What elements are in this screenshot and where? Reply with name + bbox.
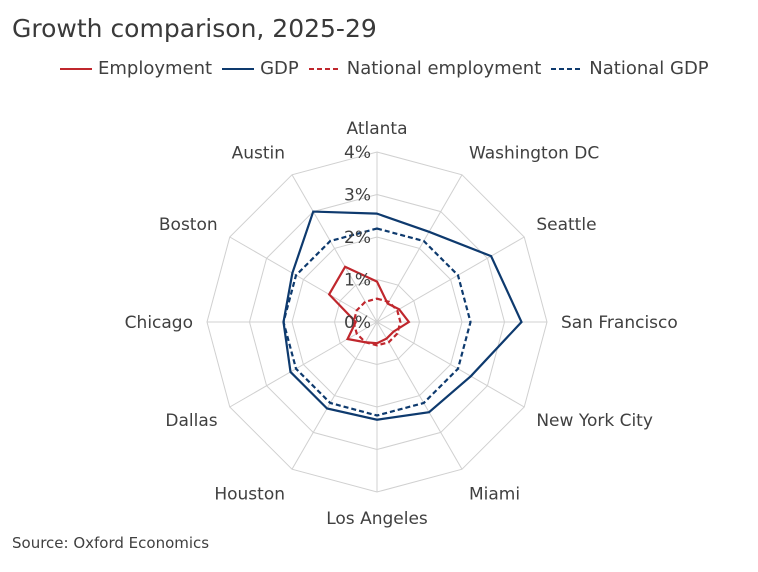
legend-item-employment: Employment: [60, 58, 212, 79]
legend-swatch-national-gdp: [551, 67, 584, 70]
legend: Employment GDP National employment Natio…: [60, 58, 719, 79]
category-label-houston: Houston: [214, 484, 285, 504]
series-line-gdp: [282, 210, 523, 421]
legend-item-national-employment: National employment: [308, 58, 542, 79]
category-label-miami: Miami: [469, 484, 520, 504]
chart-title: Growth comparison, 2025-29: [12, 14, 377, 43]
spoke-10: [229, 236, 378, 323]
category-label-seattle: Seattle: [536, 215, 596, 235]
category-label-atlanta: Atlanta: [347, 119, 408, 139]
category-label-new-york-city: New York City: [536, 411, 653, 431]
series-line-national-gdp: [282, 227, 472, 417]
tick-label-0: 0%: [344, 313, 371, 333]
spoke-11: [291, 174, 378, 323]
category-label-austin: Austin: [232, 144, 285, 164]
spoke-7: [291, 321, 378, 470]
tick-label-2: 2%: [344, 228, 371, 248]
spoke-4: [376, 321, 525, 408]
legend-swatch-national-employment: [308, 67, 341, 70]
source-note: Source: Oxford Economics: [12, 534, 210, 552]
spoke-2: [376, 236, 525, 323]
category-label-boston: Boston: [159, 215, 218, 235]
category-label-los-angeles: Los Angeles: [326, 509, 428, 529]
tick-label-4: 4%: [344, 143, 371, 163]
spoke-1: [376, 174, 463, 323]
legend-label-employment: Employment: [98, 58, 213, 79]
legend-item-gdp: GDP: [222, 58, 299, 79]
tick-label-1: 1%: [344, 271, 371, 291]
spoke-8: [229, 321, 378, 408]
legend-label-gdp: GDP: [260, 58, 299, 79]
legend-swatch-gdp: [222, 67, 255, 70]
category-label-chicago: Chicago: [125, 313, 193, 333]
tick-label-3: 3%: [344, 186, 371, 206]
legend-label-national-employment: National employment: [346, 58, 542, 79]
legend-label-national-gdp: National GDP: [589, 58, 709, 79]
series-line-national-employment: [352, 297, 402, 347]
legend-item-national-gdp: National GDP: [551, 58, 709, 79]
spoke-5: [376, 321, 463, 470]
category-label-washington-dc: Washington DC: [469, 144, 599, 164]
category-label-dallas: Dallas: [165, 411, 217, 431]
legend-swatch-employment: [60, 67, 92, 70]
category-label-san-francisco: San Francisco: [561, 313, 678, 333]
series-line-employment: [327, 265, 411, 345]
